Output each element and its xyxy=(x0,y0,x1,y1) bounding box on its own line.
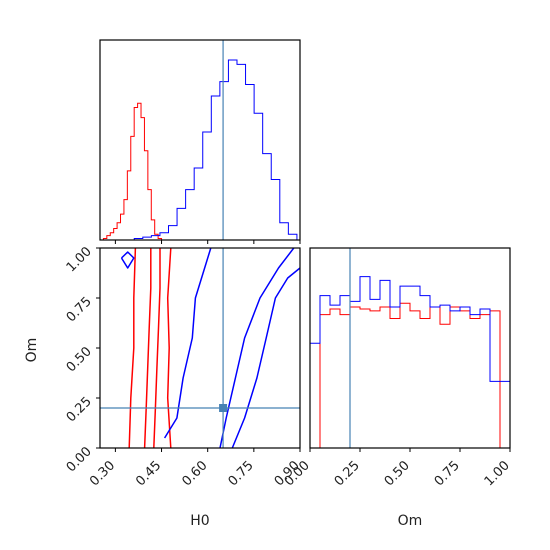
h0-histogram-series xyxy=(100,59,298,241)
om-histogram-panel: 0.00 0.25 0.50 0.75 1.00 Om xyxy=(282,247,513,529)
h0-x-tick-label-4: 0.75 xyxy=(226,458,257,489)
om-axis-label: Om xyxy=(398,513,423,529)
red-contour-3 xyxy=(128,247,137,449)
h0-om-contour-panel: 0.30 0.45 0.60 0.75 0.900.000.250.500.751.00… xyxy=(24,244,303,529)
blue-contour-1 xyxy=(219,247,295,449)
om-y-tick-label-1: 0.00 xyxy=(64,444,95,475)
om-histogram-series xyxy=(309,276,511,449)
om-y-tick-label-3: 0.50 xyxy=(64,344,95,375)
om-histogram-blue-series xyxy=(309,276,511,448)
h0-histogram-red-series xyxy=(100,102,163,241)
h0-om-contours xyxy=(120,247,301,449)
h0-histogram-panel xyxy=(99,39,301,244)
om-x-tick-label-3: 0.50 xyxy=(382,458,413,489)
red-contour-2 xyxy=(153,248,161,449)
blue-contour-2 xyxy=(231,267,301,449)
om-histogram-ticks: 0.00 0.25 0.50 0.75 1.00 xyxy=(282,448,513,489)
h0-histogram-ticks xyxy=(114,240,301,244)
om-x-tick-label-5: 1.00 xyxy=(482,458,513,489)
om-x-tick-label-2: 0.25 xyxy=(332,458,363,489)
om-histogram-frame xyxy=(309,247,511,449)
om-histogram-red-series xyxy=(310,302,510,449)
red-contour-4 xyxy=(166,247,172,449)
blue-contour-4 xyxy=(120,251,135,269)
om-y-tick-label-4: 0.75 xyxy=(64,294,95,325)
h0-histogram-blue-series xyxy=(100,59,298,241)
h0-x-tick-label-2: 0.45 xyxy=(133,458,164,489)
red-contour-1 xyxy=(143,248,152,449)
h0-axis-label: H0 xyxy=(190,513,209,529)
blue-contour-3 xyxy=(163,247,212,439)
h0-histogram-frame xyxy=(99,39,301,241)
h0-x-tick-label-3: 0.60 xyxy=(179,458,210,489)
om-y-axis-label: Om xyxy=(24,338,40,363)
om-y-tick-label-5: 1.00 xyxy=(64,244,95,275)
om-x-tick-label-4: 0.75 xyxy=(432,458,463,489)
om-y-tick-label-2: 0.25 xyxy=(64,394,95,425)
truth-marker xyxy=(219,404,228,412)
h0-x-tick-label-1: 0.30 xyxy=(87,458,118,489)
